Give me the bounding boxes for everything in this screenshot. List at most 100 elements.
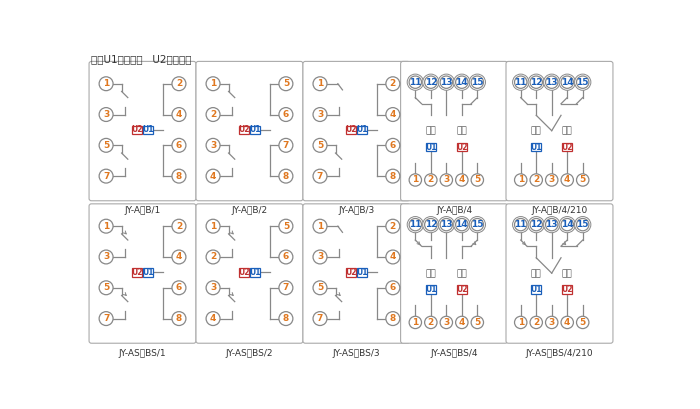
Text: 1: 1 (517, 318, 524, 327)
Circle shape (454, 216, 470, 233)
Circle shape (561, 218, 573, 231)
Text: 4: 4 (176, 252, 182, 261)
Text: 5: 5 (580, 318, 586, 327)
Circle shape (425, 76, 437, 88)
Text: 15: 15 (471, 220, 484, 229)
Circle shape (386, 138, 400, 152)
Circle shape (575, 216, 591, 233)
Text: 3: 3 (549, 175, 555, 184)
Circle shape (386, 77, 400, 91)
Circle shape (386, 312, 400, 326)
Circle shape (172, 169, 186, 183)
FancyBboxPatch shape (250, 126, 260, 134)
Text: U1: U1 (356, 268, 368, 277)
Text: 14: 14 (561, 78, 573, 87)
Text: 14: 14 (561, 220, 573, 229)
Text: U1: U1 (249, 268, 260, 277)
Text: 8: 8 (176, 172, 182, 181)
Text: 1: 1 (412, 175, 419, 184)
Circle shape (456, 316, 468, 328)
Text: 15: 15 (577, 220, 589, 229)
Circle shape (99, 108, 113, 121)
FancyBboxPatch shape (457, 143, 467, 151)
Text: 电源: 电源 (531, 269, 542, 278)
Text: 13: 13 (545, 78, 558, 87)
Circle shape (172, 250, 186, 264)
Text: 电源: 电源 (426, 126, 436, 136)
FancyBboxPatch shape (303, 61, 410, 201)
FancyBboxPatch shape (132, 126, 142, 134)
Circle shape (99, 250, 113, 264)
Circle shape (561, 316, 573, 328)
Text: 6: 6 (283, 252, 289, 261)
FancyBboxPatch shape (457, 285, 467, 294)
Circle shape (313, 108, 327, 121)
Circle shape (512, 74, 529, 90)
Text: 8: 8 (176, 314, 182, 323)
Text: 1: 1 (317, 222, 323, 231)
Circle shape (440, 174, 452, 186)
FancyBboxPatch shape (143, 126, 153, 134)
Text: 2: 2 (533, 318, 540, 327)
Text: 7: 7 (283, 283, 289, 292)
Circle shape (440, 316, 452, 328)
Circle shape (172, 219, 186, 233)
Circle shape (575, 74, 591, 90)
Text: 11: 11 (514, 220, 527, 229)
Text: 4: 4 (564, 175, 570, 184)
Circle shape (206, 138, 220, 152)
Circle shape (99, 138, 113, 152)
Circle shape (206, 219, 220, 233)
FancyBboxPatch shape (196, 204, 303, 343)
Text: 12: 12 (530, 220, 542, 229)
Circle shape (561, 174, 573, 186)
Circle shape (206, 281, 220, 295)
FancyBboxPatch shape (89, 61, 196, 201)
Text: 15: 15 (471, 78, 484, 87)
Circle shape (409, 76, 421, 88)
Text: 6: 6 (390, 283, 396, 292)
Text: 3: 3 (210, 283, 216, 292)
Text: JY-AS、BS/2: JY-AS、BS/2 (225, 348, 273, 357)
Text: 14: 14 (456, 220, 468, 229)
Circle shape (409, 174, 421, 186)
Circle shape (206, 312, 220, 326)
Text: JY-AS、BS/3: JY-AS、BS/3 (332, 348, 380, 357)
FancyBboxPatch shape (562, 143, 573, 151)
FancyBboxPatch shape (562, 285, 573, 294)
Text: 5: 5 (103, 283, 109, 292)
Circle shape (386, 108, 400, 121)
FancyBboxPatch shape (506, 61, 613, 201)
Circle shape (409, 218, 421, 231)
Circle shape (514, 218, 527, 231)
FancyBboxPatch shape (143, 268, 153, 276)
Circle shape (172, 312, 186, 326)
Circle shape (313, 138, 327, 152)
Circle shape (172, 281, 186, 295)
Text: 4: 4 (210, 314, 216, 323)
Text: JY-AS、BS/1: JY-AS、BS/1 (119, 348, 167, 357)
Text: 启动: 启动 (456, 269, 467, 278)
FancyBboxPatch shape (357, 126, 367, 134)
Circle shape (279, 250, 293, 264)
Circle shape (313, 250, 327, 264)
Text: JY-A、B/2: JY-A、B/2 (232, 206, 267, 215)
Text: 2: 2 (428, 175, 434, 184)
Text: 15: 15 (577, 78, 589, 87)
Text: JY-A、B/4: JY-A、B/4 (436, 206, 472, 215)
Circle shape (530, 76, 542, 88)
Circle shape (577, 218, 589, 231)
Text: 7: 7 (317, 172, 323, 181)
Text: 3: 3 (210, 141, 216, 150)
Circle shape (279, 312, 293, 326)
Text: U1: U1 (356, 126, 368, 135)
Text: 8: 8 (283, 314, 289, 323)
Text: 3: 3 (103, 252, 109, 261)
Circle shape (577, 174, 589, 186)
Text: U2: U2 (345, 126, 357, 135)
Circle shape (313, 281, 327, 295)
Text: 3: 3 (317, 110, 323, 119)
Text: U2: U2 (456, 285, 468, 294)
Circle shape (471, 76, 484, 88)
Circle shape (99, 77, 113, 91)
